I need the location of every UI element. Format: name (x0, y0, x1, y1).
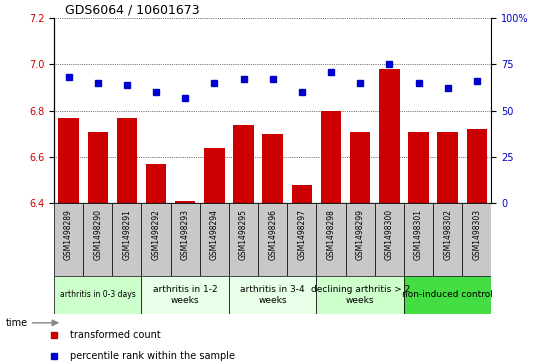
Bar (204, 148, 225, 203)
Text: GSM1498303: GSM1498303 (472, 209, 481, 260)
Bar (462, 203, 491, 276)
Text: declining arthritis > 2
weeks: declining arthritis > 2 weeks (310, 285, 410, 305)
Text: GSM1498293: GSM1498293 (181, 209, 190, 260)
Bar (346, 203, 375, 276)
Bar (408, 131, 429, 203)
Bar (350, 131, 370, 203)
Text: GSM1498302: GSM1498302 (443, 209, 452, 260)
Bar (262, 134, 283, 203)
Bar (233, 125, 254, 203)
Text: GSM1498294: GSM1498294 (210, 209, 219, 260)
Bar (379, 69, 400, 203)
Bar (433, 203, 462, 276)
Text: GSM1498301: GSM1498301 (414, 209, 423, 260)
Text: transformed count: transformed count (70, 330, 161, 339)
Bar (292, 185, 312, 203)
Bar (87, 131, 108, 203)
Bar (146, 164, 166, 203)
Text: GSM1498291: GSM1498291 (123, 209, 131, 260)
Bar (141, 276, 229, 314)
Text: arthritis in 1-2
weeks: arthritis in 1-2 weeks (153, 285, 218, 305)
Bar (467, 129, 487, 203)
Text: GDS6064 / 10601673: GDS6064 / 10601673 (65, 3, 199, 16)
Text: GSM1498296: GSM1498296 (268, 209, 277, 260)
Bar (229, 203, 258, 276)
Bar (258, 203, 287, 276)
Bar (83, 203, 112, 276)
Bar (112, 203, 141, 276)
Bar (58, 118, 79, 203)
Text: percentile rank within the sample: percentile rank within the sample (70, 351, 235, 361)
Bar (316, 203, 346, 276)
Bar (404, 203, 433, 276)
Bar (321, 111, 341, 203)
Text: GSM1498297: GSM1498297 (298, 209, 306, 260)
Text: arthritis in 0-3 days: arthritis in 0-3 days (60, 290, 136, 299)
Text: GSM1498290: GSM1498290 (93, 209, 102, 260)
Bar (437, 131, 458, 203)
Bar (141, 203, 171, 276)
Bar (117, 118, 137, 203)
Bar (54, 203, 83, 276)
Text: GSM1498295: GSM1498295 (239, 209, 248, 260)
Bar (229, 276, 316, 314)
Text: non-induced control: non-induced control (402, 290, 493, 299)
Bar (404, 276, 491, 314)
Text: GSM1498300: GSM1498300 (385, 209, 394, 260)
Bar (316, 276, 404, 314)
Text: GSM1498292: GSM1498292 (152, 209, 160, 260)
Bar (171, 203, 200, 276)
Text: GSM1498298: GSM1498298 (327, 209, 335, 260)
Bar (375, 203, 404, 276)
Bar (54, 276, 141, 314)
Bar (287, 203, 316, 276)
Text: GSM1498289: GSM1498289 (64, 209, 73, 260)
Text: GSM1498299: GSM1498299 (356, 209, 364, 260)
Text: time: time (5, 318, 28, 328)
Text: arthritis in 3-4
weeks: arthritis in 3-4 weeks (240, 285, 305, 305)
Bar (200, 203, 229, 276)
Bar (175, 201, 195, 203)
